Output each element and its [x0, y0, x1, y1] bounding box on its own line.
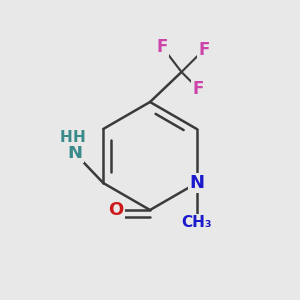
Text: H: H: [73, 130, 85, 145]
Text: H: H: [59, 130, 72, 145]
Text: N: N: [67, 144, 82, 162]
Text: F: F: [198, 40, 210, 58]
Text: N: N: [189, 174, 204, 192]
Text: F: F: [156, 38, 168, 56]
Text: O: O: [108, 201, 123, 219]
Text: F: F: [192, 80, 204, 98]
Text: CH₃: CH₃: [182, 215, 212, 230]
